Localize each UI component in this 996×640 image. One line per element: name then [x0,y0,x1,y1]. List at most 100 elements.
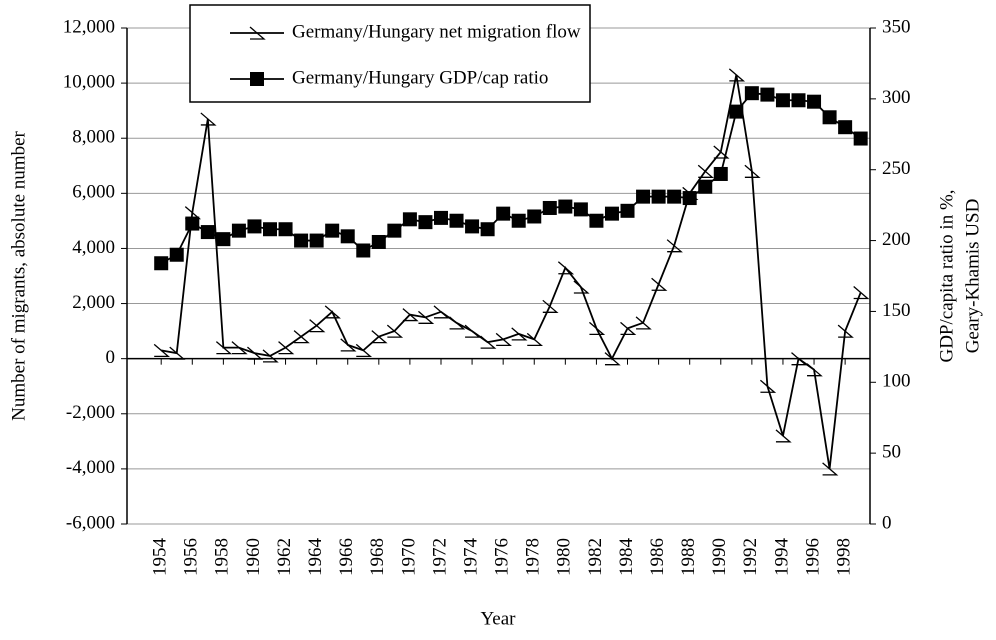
marker [527,209,542,224]
y-tick-label: 6,000 [72,182,115,203]
marker [449,316,466,330]
marker [418,310,435,324]
marker [744,164,761,178]
marker [744,86,759,101]
x-tick-label: 1978 [523,538,544,576]
marker [573,280,590,294]
marker [340,229,355,244]
marker [775,429,792,443]
marker [154,256,169,271]
x-tick-label: 1980 [554,538,575,576]
marker [402,212,417,227]
y2-tick-label: 250 [882,158,911,179]
marker [418,215,433,230]
marker [293,330,310,344]
marker [294,233,309,248]
marker [371,330,388,344]
marker [433,305,450,319]
x-tick-label: 1972 [429,538,450,576]
x-tick-label: 1986 [647,538,668,576]
marker [231,341,248,355]
marker [666,239,683,253]
marker [480,222,495,237]
marker [791,93,806,108]
marker [263,222,278,237]
marker [324,305,341,319]
marker [620,203,635,218]
y2-tick-label: 50 [882,442,901,463]
marker [838,120,853,135]
x-tick-label: 1976 [492,538,513,576]
marker [589,213,604,228]
marker [247,219,262,234]
marker [480,335,497,349]
y2-tick-label: 350 [882,16,911,37]
marker [542,299,559,313]
y-tick-label: 2,000 [72,292,115,313]
marker [791,352,808,366]
legend-marker [250,72,264,86]
marker [449,213,464,228]
y2-tick-label: 200 [882,229,911,250]
marker [496,206,511,221]
marker [713,145,730,159]
marker [200,112,217,126]
y-axis-label: Number of migrants, absolute number [8,130,29,420]
x-tick-label: 1974 [460,538,481,577]
marker [356,243,371,258]
marker [651,277,668,291]
marker [557,261,575,275]
marker [200,225,215,240]
marker [573,202,588,217]
marker [464,324,481,338]
marker [387,223,402,238]
x-tick-label: 1966 [336,538,357,576]
x-tick-label: 1962 [274,538,295,576]
marker [713,166,728,181]
x-tick-label: 1988 [678,538,699,576]
legend-marker [249,26,266,40]
marker [635,316,652,330]
x-tick-label: 1968 [367,538,388,576]
marker [433,210,448,225]
marker [309,233,324,248]
marker [760,87,775,102]
marker [728,68,746,82]
marker [371,234,386,249]
marker [325,223,340,238]
x-tick-label: 1964 [305,538,326,577]
x-tick-label: 1994 [771,538,792,577]
x-tick-label: 1992 [740,538,761,576]
marker [278,341,295,355]
marker [216,232,231,247]
marker [262,349,279,363]
marker [511,327,528,341]
marker [604,206,619,221]
y-tick-label: 10,000 [63,71,115,92]
x-tick-label: 1984 [616,538,637,577]
marker [729,104,744,119]
marker [558,199,573,214]
marker [775,93,790,108]
y-tick-label: 0 [106,347,116,368]
marker [495,332,512,347]
marker [355,343,373,358]
marker [589,321,606,336]
legend-label: Germany/Hungary net migration flow [292,21,581,42]
y-tick-label: -4,000 [66,457,115,478]
y-tick-label: -6,000 [66,512,115,533]
y-tick-label: 4,000 [72,237,115,258]
marker [465,219,480,234]
y2-axis-label: Geary-Khamis USD [962,199,983,354]
y-tick-label: 12,000 [63,16,115,37]
x-tick-label: 1956 [181,538,202,576]
marker [853,286,870,300]
marker [651,189,666,204]
marker [169,247,184,262]
marker [511,213,526,228]
y-tick-label: 8,000 [72,127,115,148]
marker [807,94,822,109]
marker [185,216,200,231]
marker [247,346,264,360]
